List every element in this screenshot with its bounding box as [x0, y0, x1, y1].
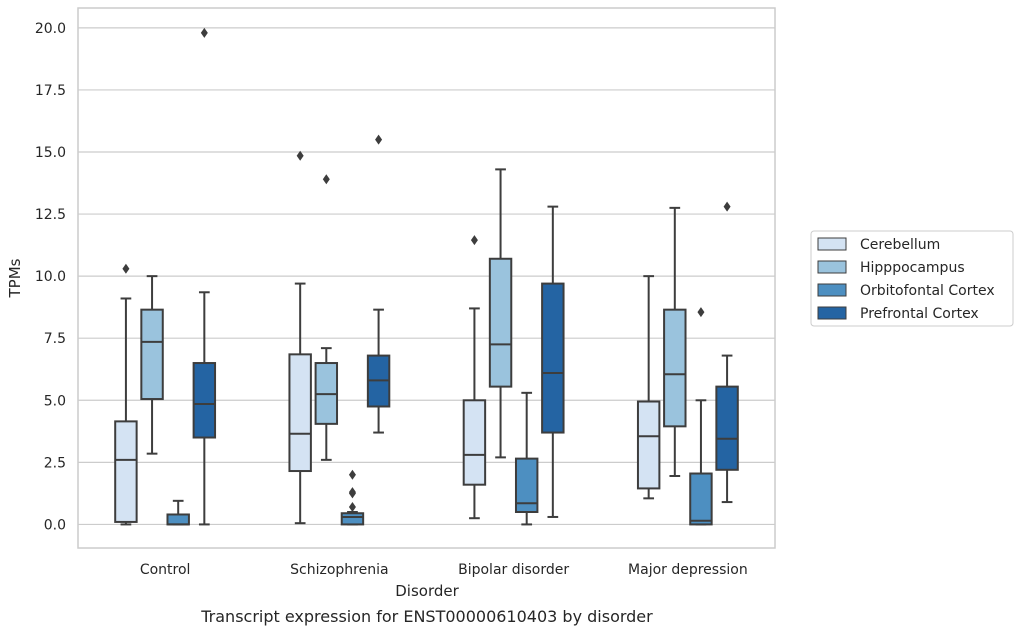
- outlier-point: [348, 488, 356, 499]
- y-axis-label: TPMs: [6, 258, 24, 298]
- legend-label: Prefrontal Cortex: [860, 306, 979, 322]
- box-body: [340, 512, 365, 526]
- box-body: [488, 257, 513, 388]
- box-body: [192, 362, 217, 439]
- box-cerebellum-0: [114, 263, 138, 526]
- box-body: [114, 420, 138, 523]
- box-body: [166, 513, 190, 526]
- chart-caption: Transcript expression for ENST0000061040…: [200, 607, 653, 626]
- box-hipppocampus-1: [314, 174, 339, 461]
- outlier-point: [122, 263, 130, 274]
- outlier-point: [375, 134, 383, 145]
- outlier-point: [697, 307, 705, 318]
- outlier-point: [348, 502, 356, 513]
- box-orbitofontal-cortex-1: [340, 469, 365, 526]
- x-axis-label: Disorder: [395, 582, 459, 600]
- x-tick-label: Bipolar disorder: [458, 562, 569, 578]
- plot-area-frame: [77, 7, 776, 549]
- box-hipppocampus-3: [663, 206, 687, 477]
- legend-swatch: [817, 260, 847, 274]
- y-tick-label: 5.0: [44, 393, 66, 409]
- box-body: [514, 457, 539, 514]
- box-prefrontal-cortex-2: [541, 205, 565, 518]
- x-tick-label: Schizophrenia: [290, 562, 388, 578]
- box-hipppocampus-2: [488, 168, 513, 459]
- box-body: [715, 385, 739, 471]
- y-tick-label: 2.5: [44, 455, 66, 471]
- box-body: [140, 308, 164, 401]
- outlier-point: [470, 235, 478, 246]
- box-cerebellum-1: [288, 150, 312, 525]
- box-body: [663, 308, 687, 428]
- y-tick-label: 17.5: [35, 83, 66, 99]
- box-body: [689, 472, 713, 526]
- boxes: [114, 27, 739, 526]
- y-axis-ticks: 0.0 2.5 5.0 7.5 10.0 12.5 15.0 17.5 20.0: [35, 21, 66, 534]
- outlier-point: [723, 201, 731, 212]
- legend: Cerebellum Hipppocampus Orbitofontal Corte…: [810, 230, 1014, 327]
- box-body: [462, 399, 487, 486]
- y-tick-label: 12.5: [35, 207, 66, 223]
- box-prefrontal-cortex-1: [366, 134, 391, 434]
- outlier-point: [200, 27, 208, 38]
- box-prefrontal-cortex-3: [715, 201, 739, 504]
- legend-label: Cerebellum: [860, 237, 940, 253]
- y-tick-label: 0.0: [44, 517, 66, 533]
- x-tick-label: Major depression: [628, 562, 748, 578]
- box-body: [636, 400, 661, 490]
- outlier-point: [296, 150, 304, 161]
- outlier-point: [322, 174, 330, 185]
- x-axis-ticks: Control Schizophrenia Bipolar disorder Majo…: [140, 562, 748, 578]
- box-body: [541, 282, 565, 434]
- outlier-point: [348, 469, 356, 480]
- legend-label: Orbitofontal Cortex: [860, 283, 995, 299]
- x-tick-label: Control: [140, 562, 191, 578]
- box-cerebellum-2: [462, 235, 487, 520]
- box-prefrontal-cortex-0: [192, 27, 217, 526]
- y-tick-label: 20.0: [35, 21, 66, 37]
- y-tick-label: 15.0: [35, 145, 66, 161]
- y-tick-label: 7.5: [44, 331, 66, 347]
- box-orbitofontal-cortex-2: [514, 391, 539, 526]
- y-tick-label: 10.0: [35, 269, 66, 285]
- box-orbitofontal-cortex-0: [166, 499, 190, 526]
- legend-swatch: [817, 237, 847, 251]
- box-hipppocampus-0: [140, 275, 164, 455]
- box-orbitofontal-cortex-3: [689, 307, 713, 526]
- legend-swatch: [817, 283, 847, 297]
- box-cerebellum-3: [636, 275, 661, 500]
- gridlines: [78, 27, 775, 526]
- legend-label: Hipppocampus: [860, 260, 965, 276]
- legend-swatch: [817, 306, 847, 320]
- box-body: [288, 353, 312, 473]
- legend-frame: [810, 230, 1014, 327]
